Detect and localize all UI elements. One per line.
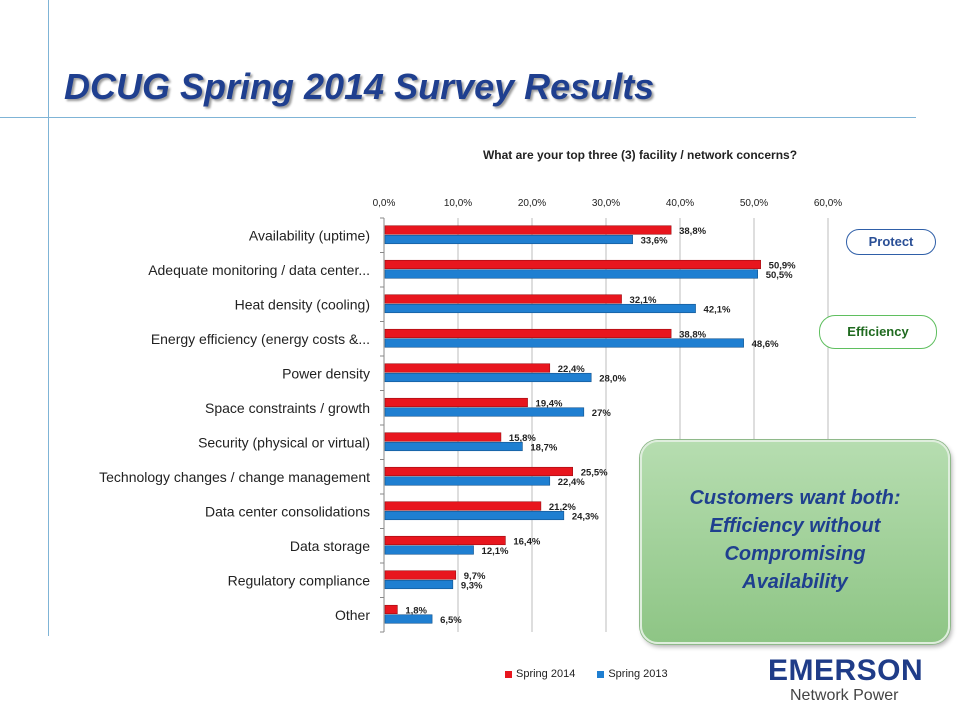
- data-label: 50,5%: [766, 270, 793, 281]
- data-label: 18,7%: [530, 442, 557, 453]
- data-label: 22,4%: [558, 364, 585, 375]
- data-label: 15,8%: [509, 433, 536, 444]
- bar-spring-2014: [384, 604, 398, 615]
- legend-swatch-spring-2014: [505, 670, 512, 678]
- legend-label-spring-2013: Spring 2013: [608, 668, 668, 680]
- data-label: 32,1%: [630, 295, 657, 306]
- bar-spring-2013: [384, 510, 565, 521]
- horizontal-accent-line: [0, 117, 916, 118]
- data-label: 48,6%: [752, 339, 779, 350]
- data-label: 6,5%: [440, 615, 462, 626]
- category-label: Data center consolidations: [205, 503, 370, 519]
- bar-spring-2014: [384, 466, 573, 477]
- legend-swatch-spring-2013: [597, 670, 605, 678]
- logo-subtitle: Network Power: [790, 687, 899, 704]
- slide-title: DCUG Spring 2014 Survey Results: [64, 66, 655, 107]
- data-label: 21,2%: [549, 502, 576, 513]
- data-label: 12,1%: [482, 546, 509, 557]
- legend-label-spring-2014: Spring 2014: [516, 668, 576, 680]
- bar-spring-2013: [384, 441, 523, 452]
- bar-spring-2014: [384, 328, 672, 339]
- bar-spring-2013: [384, 372, 592, 383]
- bar-spring-2014: [384, 259, 761, 270]
- category-label: Power density: [282, 365, 370, 381]
- data-label: 16,4%: [513, 536, 540, 547]
- bar-spring-2013: [384, 269, 759, 279]
- bar-spring-2013: [384, 234, 633, 245]
- bar-spring-2014: [384, 570, 457, 580]
- data-label: 27%: [592, 408, 612, 419]
- bar-spring-2013: [384, 476, 551, 486]
- chart-title: What are your top three (3) facility / n…: [482, 148, 798, 162]
- bar-spring-2014: [384, 397, 528, 408]
- bar-spring-2014: [384, 501, 542, 511]
- data-label: 42,1%: [704, 304, 731, 315]
- data-label: 25,5%: [581, 467, 608, 478]
- chart-legend: Spring 2014 Spring 2013: [505, 668, 668, 680]
- bar-spring-2013: [384, 303, 696, 314]
- callout-box: [640, 440, 950, 644]
- legend-item-spring-2013: Spring 2013: [597, 668, 668, 680]
- bar-spring-2013: [384, 545, 474, 555]
- x-tick-label: 20,0%: [518, 198, 546, 209]
- x-tick-label: 30,0%: [592, 198, 620, 209]
- category-label: Adequate monitoring / data center...: [148, 262, 370, 278]
- category-label: Security (physical or virtual): [198, 434, 370, 450]
- data-label: 38,8%: [679, 329, 706, 340]
- category-label: Data storage: [290, 538, 370, 554]
- data-label: 33,6%: [641, 235, 668, 246]
- bar-spring-2014: [384, 225, 672, 235]
- callout-text: Customers want both: Efficiency without …: [640, 484, 950, 596]
- data-label: 1,8%: [405, 605, 427, 616]
- category-label: Heat density (cooling): [235, 296, 370, 312]
- category-label: Technology changes / change management: [99, 469, 370, 485]
- bar-spring-2013: [384, 614, 433, 624]
- x-tick-label: 50,0%: [740, 198, 768, 209]
- callout-line-4: Availability: [742, 571, 848, 593]
- bar-spring-2013: [384, 407, 585, 417]
- emerson-logo: EMERSON Network Power: [768, 656, 923, 706]
- vertical-accent-line: [48, 0, 49, 636]
- data-label: 38,8%: [679, 226, 706, 237]
- category-label: Energy efficiency (energy costs &...: [151, 331, 370, 347]
- data-label: 9,3%: [461, 580, 483, 591]
- x-tick-label: 40,0%: [666, 198, 694, 209]
- x-tick-label: 60,0%: [814, 198, 842, 209]
- x-tick-label: 10,0%: [444, 198, 472, 209]
- bar-spring-2013: [384, 579, 454, 590]
- bar-spring-2014: [384, 432, 502, 442]
- data-label: 22,4%: [558, 477, 585, 488]
- logo-brand: EMERSON: [768, 654, 924, 687]
- data-label: 28,0%: [599, 373, 626, 384]
- category-label: Availability (uptime): [249, 227, 370, 243]
- bar-spring-2014: [384, 294, 622, 304]
- category-label: Regulatory compliance: [228, 572, 371, 588]
- callout-line-2: Efficiency without: [709, 515, 881, 537]
- x-tick-label: 0,0%: [373, 198, 396, 209]
- category-label: Space constraints / growth: [205, 400, 370, 416]
- data-label: 9,7%: [464, 571, 486, 582]
- efficiency-badge: Efficiency: [819, 315, 937, 349]
- bar-spring-2014: [384, 535, 506, 546]
- callout-line-1: Customers want both:: [689, 487, 901, 509]
- data-label: 24,3%: [572, 511, 599, 522]
- legend-item-spring-2014: Spring 2014: [505, 668, 575, 680]
- bar-spring-2013: [384, 338, 744, 348]
- protect-badge: Protect: [846, 229, 936, 255]
- callout-line-3: Compromising: [724, 543, 866, 565]
- data-label: 19,4%: [536, 398, 563, 409]
- data-label: 50,9%: [769, 260, 796, 271]
- bar-spring-2014: [384, 363, 551, 373]
- category-label: Other: [335, 607, 370, 623]
